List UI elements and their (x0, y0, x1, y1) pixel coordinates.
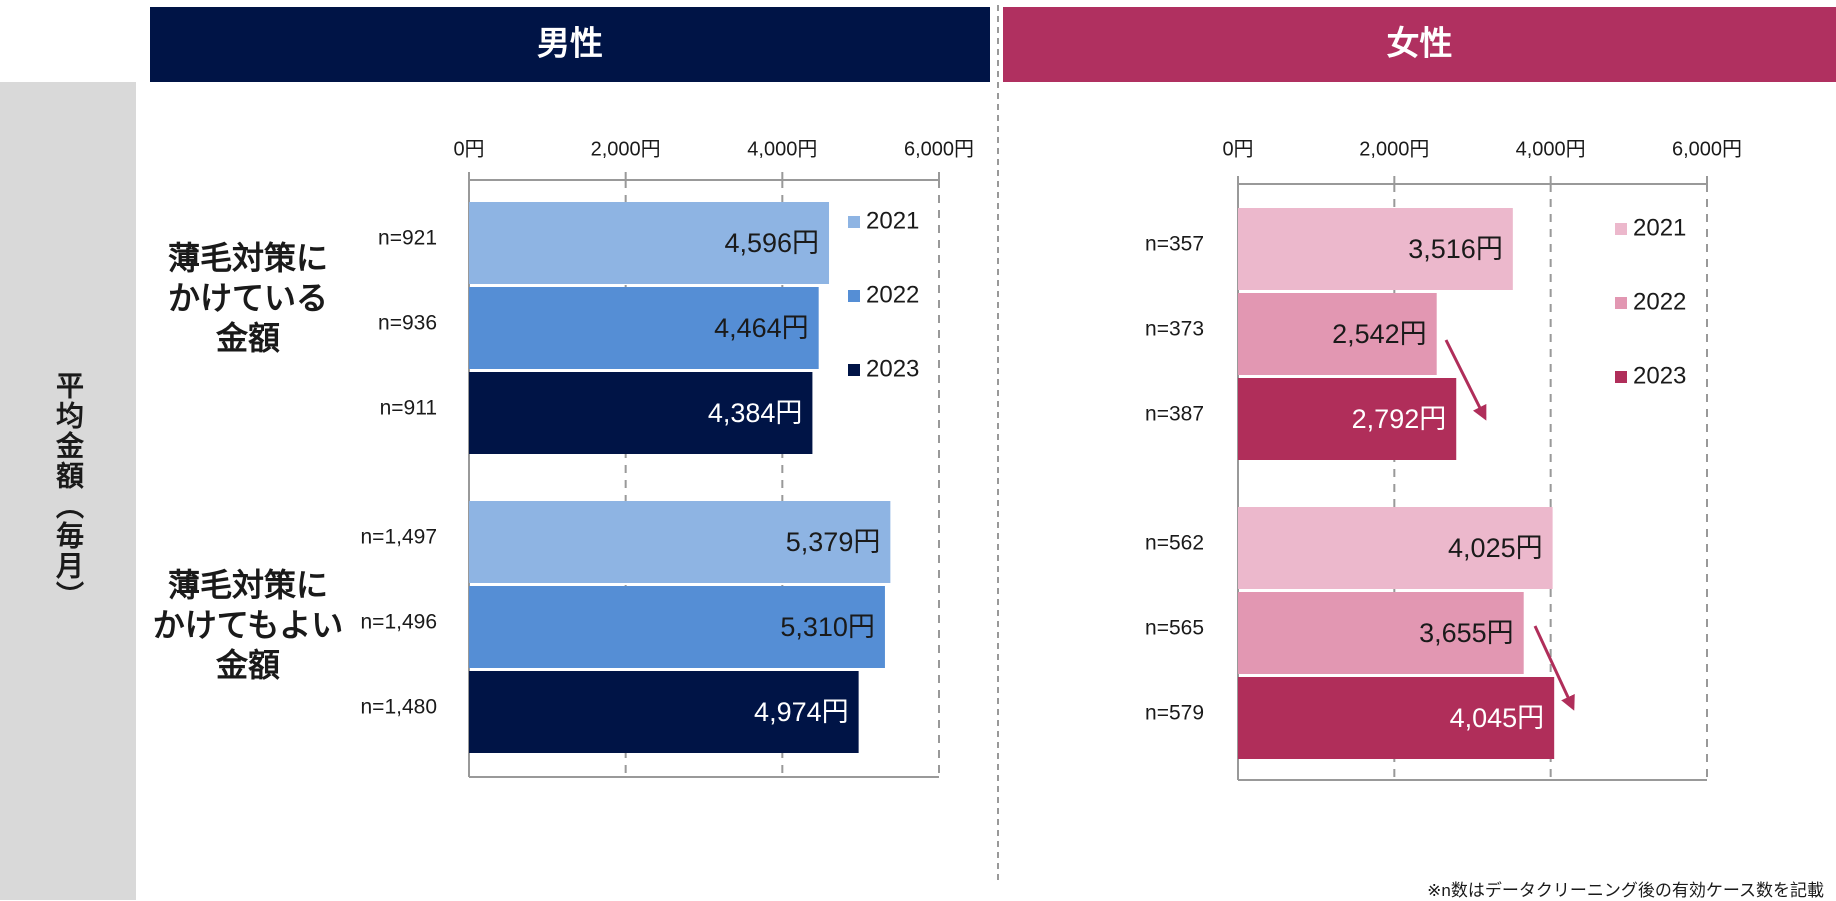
row-label: 平均金額（毎月） (53, 371, 84, 611)
value-label: 4,025円 (1448, 533, 1543, 563)
row-label-box: 平均金額（毎月） (0, 82, 136, 900)
n-label: n=1,497 (361, 526, 438, 549)
n-label: n=387 (1145, 403, 1204, 426)
value-label: 4,045円 (1450, 703, 1545, 733)
legend-swatch (848, 216, 860, 228)
bar (469, 202, 830, 284)
x-tick-label: 2,000円 (591, 138, 661, 160)
bar (469, 586, 885, 668)
bar (1238, 208, 1513, 290)
bar (1238, 378, 1457, 460)
trend-arrow (1533, 625, 1575, 711)
value-label: 2,792円 (1352, 404, 1447, 434)
n-label: n=1,496 (361, 611, 438, 634)
value-label: 4,464円 (714, 313, 809, 343)
n-label: n=921 (378, 227, 437, 250)
value-label: 5,310円 (780, 612, 875, 642)
n-label: n=373 (1145, 318, 1204, 341)
x-tick-label: 6,000円 (904, 138, 974, 160)
value-label: 3,655円 (1419, 618, 1514, 648)
bar (1238, 293, 1437, 375)
trend-arrow (1444, 339, 1487, 421)
x-tick-label: 0円 (1222, 138, 1253, 160)
legend-label: 2023 (866, 355, 919, 382)
value-label: 5,379円 (786, 527, 881, 557)
n-label: n=357 (1145, 233, 1204, 256)
legend-label: 2022 (866, 281, 919, 308)
x-tick-label: 4,000円 (747, 138, 817, 160)
legend-swatch (1615, 223, 1627, 235)
chart-title: 女性 (1387, 25, 1453, 62)
legend-label: 2021 (1633, 214, 1686, 241)
chart-title: 男性 (537, 25, 603, 62)
n-label: n=911 (380, 397, 437, 420)
value-label: 3,516円 (1408, 234, 1503, 264)
value-label: 4,384円 (708, 398, 803, 428)
bar (1238, 592, 1524, 674)
bar (1238, 677, 1555, 759)
n-label: n=562 (1145, 532, 1204, 555)
bar (469, 501, 891, 583)
group-label: 薄毛対策に かけている 金額 (167, 240, 328, 356)
x-tick-label: 2,000円 (1359, 138, 1429, 160)
value-label: 2,542円 (1332, 319, 1427, 349)
n-label: n=565 (1145, 617, 1204, 640)
n-label: n=1,480 (361, 696, 438, 719)
legend-label: 2023 (1633, 362, 1686, 389)
x-tick-label: 6,000円 (1672, 138, 1742, 160)
legend-swatch (1615, 297, 1627, 309)
n-label: n=579 (1145, 702, 1204, 725)
x-tick-label: 0円 (453, 138, 484, 160)
bar (1238, 507, 1553, 589)
legend-swatch (1615, 371, 1627, 383)
group-label: 薄毛対策に かけてもよい 金額 (152, 567, 344, 683)
bar (469, 287, 819, 369)
footnote: ※n数はデータクリーニング後の有効ケース数を記載 (1427, 881, 1824, 900)
legend-swatch (848, 290, 860, 302)
legend-label: 2021 (866, 207, 919, 234)
header (150, 7, 990, 82)
legend-label: 2022 (1633, 288, 1686, 315)
value-label: 4,596円 (724, 228, 819, 258)
bar (469, 671, 859, 753)
x-tick-label: 4,000円 (1516, 138, 1586, 160)
legend-swatch (848, 364, 860, 376)
value-label: 4,974円 (754, 697, 849, 727)
header (1003, 7, 1836, 82)
bar (469, 372, 813, 454)
n-label: n=936 (378, 312, 437, 335)
